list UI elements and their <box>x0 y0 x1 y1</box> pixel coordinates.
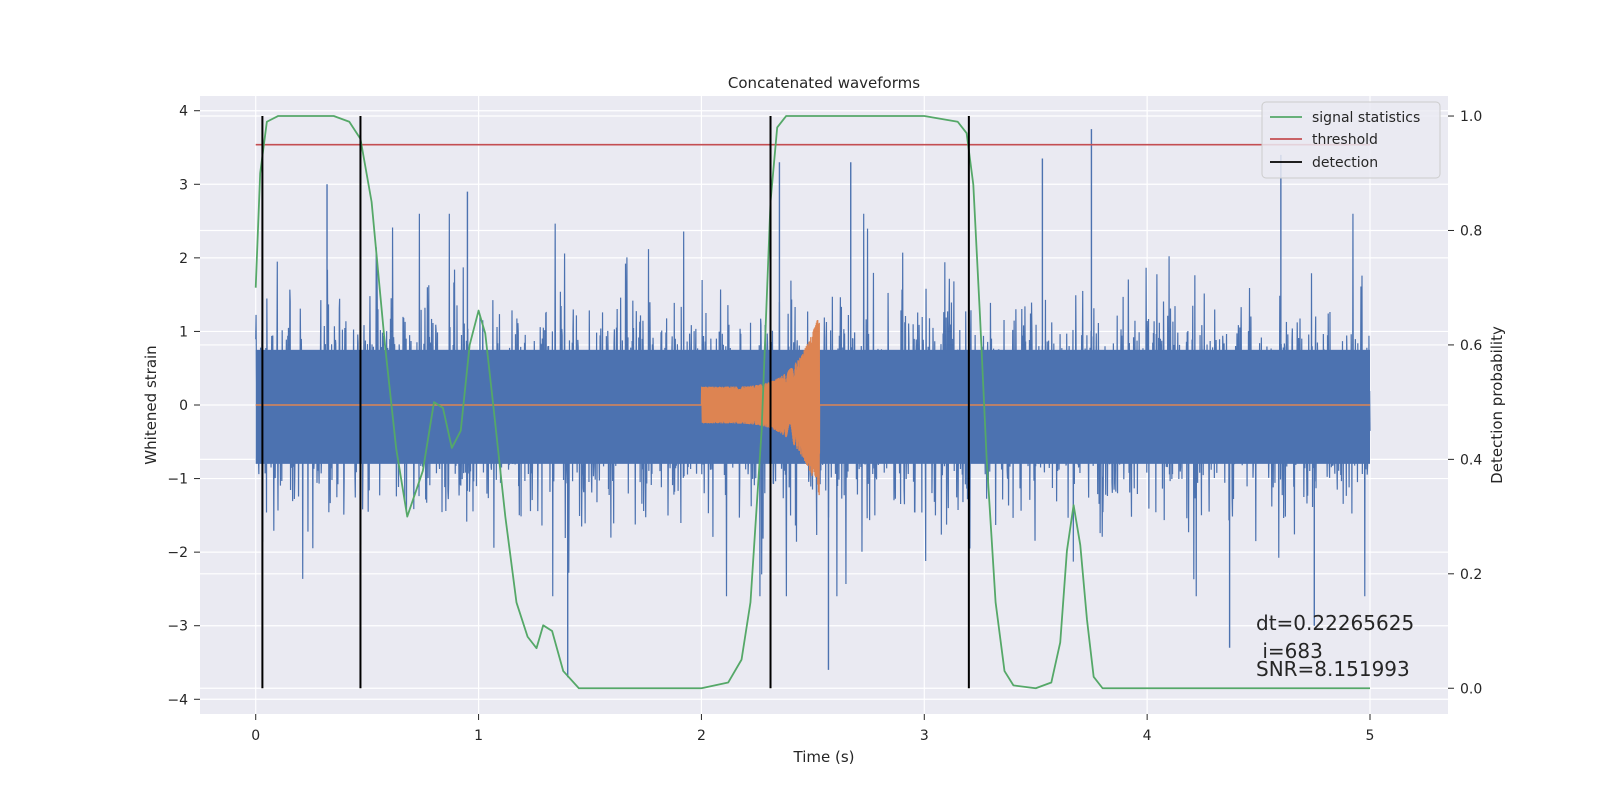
legend-label-detection: detection <box>1312 155 1378 171</box>
annotation-snr: SNR=8.151993 <box>1256 657 1410 681</box>
y-right-tick-label: 0.0 <box>1460 681 1482 697</box>
x-tick-label: 4 <box>1143 728 1152 744</box>
x-tick-label: 3 <box>920 728 929 744</box>
y-axis-label: Whitened strain <box>142 345 160 464</box>
y-tick-label: −1 <box>167 472 188 488</box>
annotation-dt: dt=0.22265625 <box>1256 611 1414 635</box>
y-axis-right-label: Detection probability <box>1488 326 1506 484</box>
y-right-tick-label: 0.6 <box>1460 338 1482 354</box>
x-axis-ticks: 0 1 2 3 4 5 <box>251 714 1374 744</box>
legend-box <box>1261 101 1441 179</box>
y-tick-label: 3 <box>179 177 188 193</box>
legend: signal statistics threshold detection <box>1261 101 1441 179</box>
y-tick-label: 2 <box>179 251 188 267</box>
x-tick-label: 0 <box>251 728 260 744</box>
y-right-tick-label: 1.0 <box>1460 109 1482 125</box>
x-tick-label: 1 <box>474 728 483 744</box>
chart-title: Concatenated waveforms <box>728 74 920 92</box>
y-tick-label: −2 <box>167 545 188 561</box>
x-axis-label: Time (s) <box>793 748 855 766</box>
y-tick-label: 1 <box>179 324 188 340</box>
template-chirp-line <box>700 319 821 496</box>
legend-label-threshold: threshold <box>1312 132 1378 148</box>
signal-statistics-line <box>254 115 1370 690</box>
y-tick-label: 0 <box>179 398 188 414</box>
y-tick-label: −3 <box>167 619 188 635</box>
x-tick-label: 5 <box>1366 728 1375 744</box>
y-right-tick-label: 0.2 <box>1460 567 1482 583</box>
y-right-tick-label: 0.8 <box>1460 223 1482 239</box>
x-tick-label: 2 <box>697 728 706 744</box>
y-tick-label: 4 <box>179 104 188 120</box>
y-tick-label: −4 <box>167 692 188 708</box>
annotation-index: i=683 <box>1256 639 1323 663</box>
y-right-tick-label: 0.4 <box>1460 452 1482 468</box>
y-axis-ticks: −4 −3 −2 −1 0 1 2 3 4 <box>167 104 200 708</box>
legend-label-signal-statistics: signal statistics <box>1312 110 1420 126</box>
data-layer <box>254 115 1371 690</box>
y-axis-right-ticks: 0.0 0.2 0.4 0.6 0.8 1.0 <box>1448 109 1482 697</box>
